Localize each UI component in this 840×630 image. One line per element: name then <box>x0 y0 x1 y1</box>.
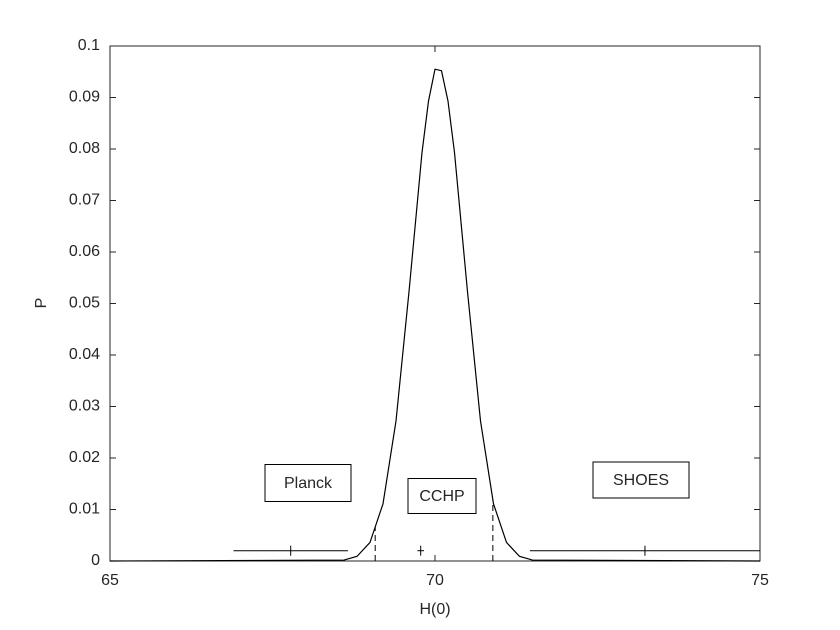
annotation-box <box>592 461 690 499</box>
y-tick-label: 0.08 <box>69 140 100 157</box>
curve <box>109 68 761 562</box>
y-tick-label: 0.03 <box>69 398 100 415</box>
annotation-box <box>264 464 352 502</box>
y-tick-label: 0.04 <box>69 346 100 363</box>
y-tick-label: 0.05 <box>69 295 100 312</box>
annotation-label: Planck <box>284 475 333 492</box>
annotation-label: CCHP <box>419 488 464 505</box>
y-tick-label: 0.09 <box>69 89 100 106</box>
x-tick-label: 70 <box>426 572 444 589</box>
y-tick-label: 0.07 <box>69 192 100 209</box>
x-tick-label: 75 <box>751 572 769 589</box>
annotation-box <box>407 478 477 514</box>
x-axis-label: H(0) <box>419 601 450 618</box>
y-tick-label: 0 <box>91 552 100 569</box>
y-tick-label: 0.06 <box>69 243 100 260</box>
y-tick-label: 0.1 <box>78 37 100 54</box>
y-axis-label: P <box>33 298 50 309</box>
x-tick-label: 65 <box>101 572 119 589</box>
y-tick-label: 0.01 <box>69 501 100 518</box>
y-tick-label: 0.02 <box>69 449 100 466</box>
annotation-label: SHOES <box>613 472 669 489</box>
